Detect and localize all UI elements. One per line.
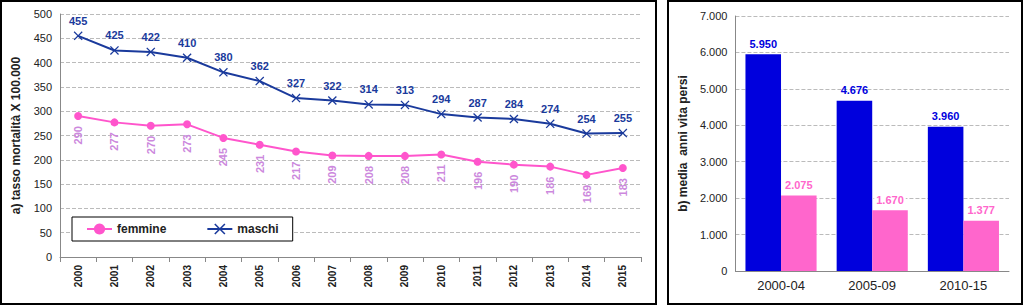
svg-text:450: 450: [34, 32, 52, 44]
svg-text:287: 287: [468, 97, 486, 109]
svg-text:274: 274: [541, 103, 560, 115]
svg-text:a) tasso mortalità X 100.000: a) tasso mortalità X 100.000: [9, 56, 23, 214]
svg-text:4.676: 4.676: [841, 84, 869, 96]
svg-text:2007: 2007: [327, 265, 338, 288]
svg-text:2002: 2002: [145, 265, 156, 288]
svg-text:422: 422: [142, 31, 160, 43]
svg-text:284: 284: [505, 98, 524, 110]
svg-text:209: 209: [326, 165, 338, 183]
svg-text:273: 273: [181, 134, 193, 152]
svg-text:3.960: 3.960: [932, 110, 960, 122]
svg-text:500: 500: [34, 8, 52, 20]
svg-text:3.000: 3.000: [700, 156, 728, 168]
svg-text:250: 250: [34, 130, 52, 142]
svg-text:4.000: 4.000: [700, 119, 728, 131]
svg-text:186: 186: [544, 177, 556, 195]
svg-text:2005-09: 2005-09: [848, 278, 896, 293]
svg-text:2.000: 2.000: [700, 192, 728, 204]
svg-text:maschi: maschi: [237, 222, 278, 236]
svg-text:150: 150: [34, 178, 52, 190]
svg-text:327: 327: [287, 77, 305, 89]
svg-text:2.075: 2.075: [785, 179, 813, 191]
svg-text:2001: 2001: [109, 265, 120, 288]
svg-text:2000: 2000: [73, 265, 84, 288]
svg-text:100: 100: [34, 202, 52, 214]
svg-text:0: 0: [721, 265, 727, 277]
svg-text:350: 350: [34, 81, 52, 93]
svg-text:5.950: 5.950: [749, 38, 777, 50]
svg-text:2004: 2004: [218, 265, 229, 288]
svg-text:2006: 2006: [291, 265, 302, 288]
svg-text:314: 314: [359, 83, 378, 95]
svg-text:femmine: femmine: [117, 222, 167, 236]
svg-text:254: 254: [577, 113, 596, 125]
svg-text:2000-04: 2000-04: [757, 278, 805, 293]
svg-text:255: 255: [614, 112, 632, 124]
svg-text:208: 208: [363, 166, 375, 184]
svg-text:277: 277: [108, 132, 120, 150]
svg-text:196: 196: [472, 172, 484, 190]
svg-text:270: 270: [145, 136, 157, 154]
svg-text:2003: 2003: [182, 265, 193, 288]
svg-text:b) media anni vita persi: b) media anni vita persi: [676, 75, 690, 212]
svg-text:217: 217: [290, 162, 302, 180]
svg-text:1.377: 1.377: [967, 204, 995, 216]
svg-text:410: 410: [178, 37, 196, 49]
svg-text:322: 322: [323, 80, 341, 92]
svg-text:50: 50: [40, 227, 52, 239]
svg-text:231: 231: [254, 155, 266, 173]
svg-text:5.000: 5.000: [700, 83, 728, 95]
svg-text:290: 290: [72, 126, 84, 144]
svg-text:313: 313: [396, 84, 414, 96]
svg-text:7.000: 7.000: [700, 10, 728, 22]
svg-text:211: 211: [435, 164, 447, 182]
svg-text:2015: 2015: [617, 265, 628, 288]
svg-text:300: 300: [34, 105, 52, 117]
svg-text:2008: 2008: [363, 265, 374, 288]
svg-text:190: 190: [508, 175, 520, 193]
svg-text:169: 169: [581, 185, 593, 203]
svg-text:2014: 2014: [581, 265, 592, 288]
svg-text:400: 400: [34, 57, 52, 69]
svg-text:425: 425: [105, 29, 123, 41]
svg-text:2010: 2010: [436, 265, 447, 288]
svg-text:2009: 2009: [399, 265, 410, 288]
svg-text:380: 380: [214, 51, 232, 63]
svg-text:245: 245: [217, 148, 229, 166]
svg-text:1.670: 1.670: [876, 194, 904, 206]
svg-text:362: 362: [251, 60, 269, 72]
svg-text:2005: 2005: [254, 265, 265, 288]
svg-text:294: 294: [432, 93, 451, 105]
svg-text:200: 200: [34, 154, 52, 166]
svg-text:2012: 2012: [508, 265, 519, 288]
svg-text:208: 208: [399, 166, 411, 184]
svg-text:0: 0: [46, 251, 52, 263]
svg-text:6.000: 6.000: [700, 46, 728, 58]
svg-text:2011: 2011: [472, 265, 483, 287]
svg-text:455: 455: [69, 15, 87, 27]
svg-text:2010-15: 2010-15: [940, 278, 988, 293]
svg-text:183: 183: [617, 178, 629, 196]
svg-text:1.000: 1.000: [700, 229, 728, 241]
svg-text:2013: 2013: [545, 265, 556, 288]
